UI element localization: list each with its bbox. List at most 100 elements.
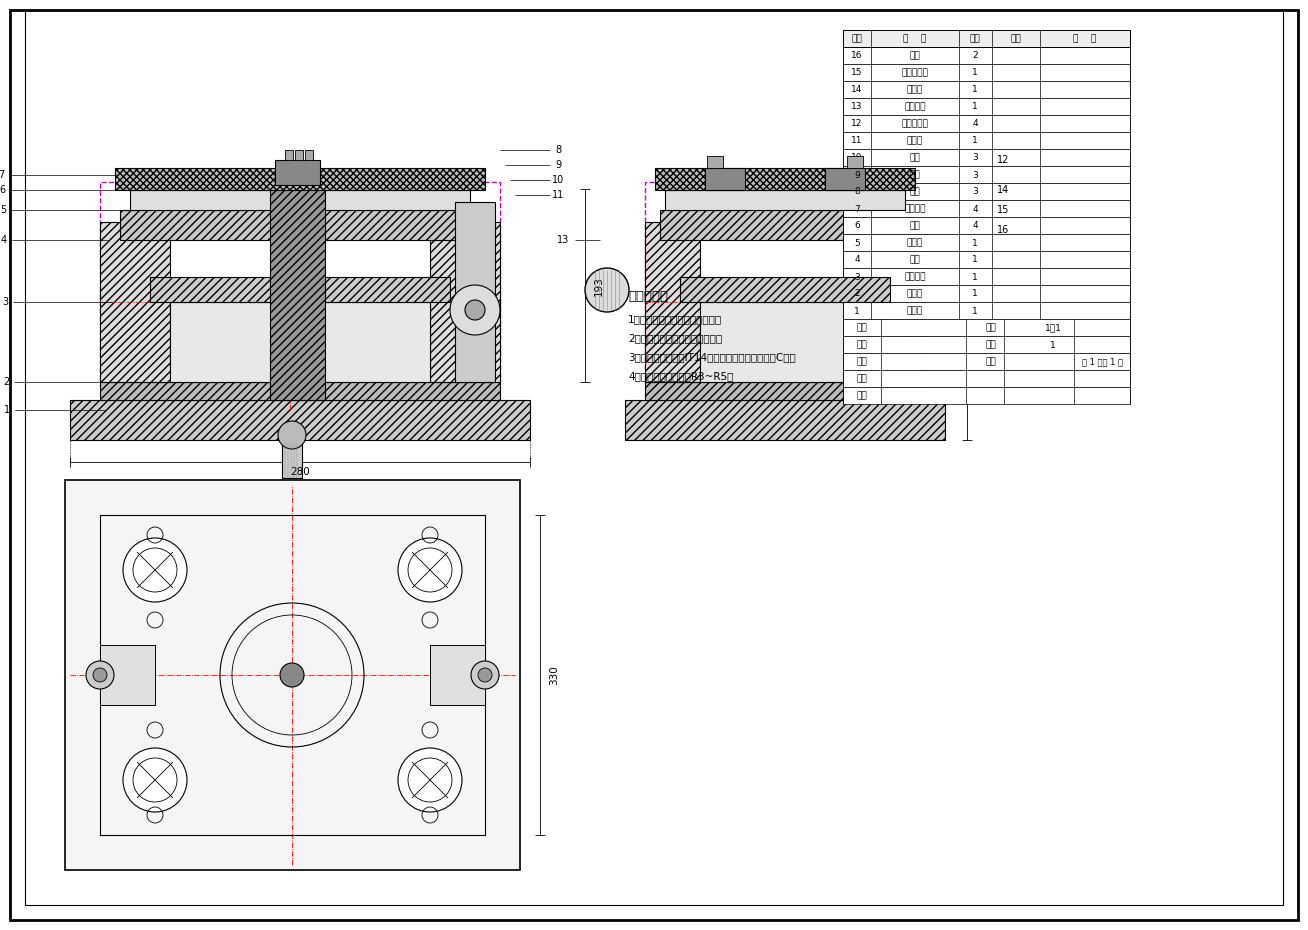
Bar: [625, 400, 944, 440]
Text: 1: 1: [972, 137, 978, 145]
Text: 193: 193: [594, 276, 604, 296]
Bar: [283, 443, 302, 478]
Bar: [99, 382, 500, 400]
Bar: [842, 115, 1130, 132]
Bar: [842, 234, 1130, 251]
Text: 4、未注铸造圆角半径R3~R5。: 4、未注铸造圆角半径R3~R5。: [628, 371, 734, 381]
Text: 件数: 件数: [986, 340, 997, 350]
Text: 数量: 数量: [969, 34, 981, 44]
Text: 定位销: 定位销: [906, 289, 923, 299]
Text: 5: 5: [854, 238, 859, 247]
Text: 15: 15: [852, 69, 863, 77]
Text: 2: 2: [854, 289, 859, 299]
Bar: [842, 268, 1130, 285]
Circle shape: [123, 538, 187, 602]
Text: 小齿轮: 小齿轮: [906, 137, 923, 145]
Text: 指导: 指导: [857, 375, 867, 383]
Bar: [99, 182, 500, 382]
Bar: [269, 185, 324, 400]
Text: 备    注: 备 注: [1074, 34, 1096, 44]
Bar: [842, 217, 1130, 234]
Text: 7: 7: [854, 205, 859, 214]
Text: 2、装配前所有零件用柴油清洗；: 2、装配前所有零件用柴油清洗；: [628, 333, 722, 343]
Bar: [842, 30, 1130, 47]
Circle shape: [86, 661, 114, 689]
Text: 12: 12: [852, 119, 863, 128]
Bar: [848, 156, 863, 168]
Bar: [129, 190, 470, 210]
Bar: [825, 168, 865, 190]
Bar: [842, 64, 1130, 81]
Text: 1: 1: [972, 238, 978, 247]
Text: 材料: 材料: [1011, 34, 1022, 44]
Text: 4: 4: [972, 221, 978, 231]
Text: 11: 11: [552, 190, 564, 200]
Circle shape: [477, 668, 492, 682]
Circle shape: [93, 668, 107, 682]
Bar: [296, 150, 303, 160]
Text: 4: 4: [972, 119, 978, 128]
Bar: [842, 319, 1130, 336]
Text: 16: 16: [997, 225, 1010, 235]
Bar: [842, 200, 1130, 217]
Bar: [170, 302, 430, 382]
Text: 4: 4: [854, 256, 859, 264]
Text: 侧挡板: 侧挡板: [906, 86, 923, 95]
Circle shape: [471, 661, 498, 689]
Text: 1: 1: [972, 86, 978, 95]
Text: 滑柱: 滑柱: [909, 153, 921, 163]
Text: 10: 10: [552, 175, 564, 185]
Bar: [645, 382, 925, 400]
Text: 3、未注尺寸公差按IT14标注，未注明形位公差按C级；: 3、未注尺寸公差按IT14标注，未注明形位公差按C级；: [628, 352, 795, 362]
Text: 3: 3: [972, 188, 978, 196]
Text: 7: 7: [0, 170, 4, 180]
Bar: [842, 302, 1130, 319]
Bar: [870, 222, 925, 382]
Text: 垫圈: 垫圈: [909, 170, 921, 179]
Text: 15: 15: [997, 205, 1010, 215]
Bar: [842, 183, 1130, 200]
Text: 夹具体: 夹具体: [906, 307, 923, 315]
Bar: [700, 302, 870, 382]
Text: 5: 5: [0, 205, 7, 215]
Text: 9: 9: [854, 170, 859, 179]
Text: 280: 280: [290, 467, 310, 477]
Text: 审核: 审核: [857, 392, 867, 401]
Text: 3: 3: [1, 297, 8, 307]
Bar: [305, 150, 313, 160]
Text: 1：1: 1：1: [1045, 324, 1061, 333]
Text: 4: 4: [972, 205, 978, 214]
Bar: [115, 168, 485, 190]
Bar: [842, 98, 1130, 115]
Text: 13: 13: [557, 235, 569, 245]
Text: 330: 330: [549, 665, 559, 684]
Text: 2: 2: [972, 51, 978, 60]
Text: 滚花把手: 滚花把手: [904, 102, 926, 112]
Bar: [661, 210, 910, 240]
Bar: [65, 480, 521, 870]
Text: 9: 9: [555, 160, 561, 170]
Text: 1: 1: [4, 405, 10, 415]
Bar: [99, 515, 485, 835]
Bar: [842, 132, 1130, 149]
Text: 14: 14: [852, 86, 863, 95]
Bar: [842, 47, 1130, 64]
Text: 浮动压板: 浮动压板: [904, 272, 926, 282]
Bar: [275, 160, 320, 185]
Bar: [842, 387, 1130, 404]
Text: 1: 1: [972, 307, 978, 315]
Circle shape: [450, 285, 500, 335]
Text: 8: 8: [555, 145, 561, 155]
Text: 1: 1: [972, 272, 978, 282]
Circle shape: [466, 300, 485, 320]
Bar: [455, 202, 494, 382]
Bar: [842, 166, 1130, 183]
Bar: [645, 222, 700, 382]
Text: 钻套用衬套: 钻套用衬套: [901, 119, 929, 128]
Bar: [430, 645, 485, 705]
Circle shape: [279, 421, 306, 449]
Text: 10: 10: [852, 153, 863, 163]
Text: 14: 14: [997, 185, 1010, 195]
Bar: [71, 400, 530, 440]
Text: 2: 2: [3, 377, 9, 387]
